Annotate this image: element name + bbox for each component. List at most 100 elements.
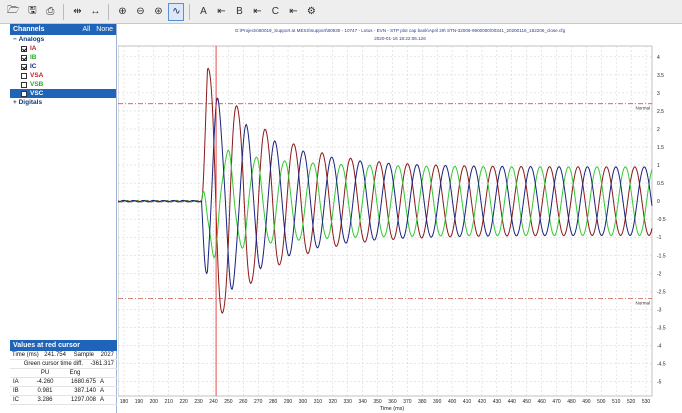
x-tick-label: 410 [463,399,472,405]
open-icon[interactable]: 🗁 [7,5,20,16]
cursor-icon[interactable]: ⇹ [73,6,82,17]
x-tick-label: 460 [537,399,546,405]
save-icon[interactable]: 🖫 [28,5,37,16]
print-icon[interactable]: ⎙ [46,6,55,17]
channel-checkbox[interactable] [21,72,27,79]
eng-header: Eng [69,370,81,376]
x-tick-label: 490 [582,399,591,405]
x-tick-label: 390 [433,399,442,405]
x-tick-label: 340 [358,399,367,405]
channel-item[interactable]: VSB [10,80,116,89]
channel-label: VSB [30,81,44,88]
zoom-in-icon[interactable]: ⊕ [118,6,127,17]
collapse-icon[interactable]: − [13,36,19,43]
x-tick-label: 530 [642,399,651,405]
expand-icon[interactable]: + [13,99,19,106]
value-row: IC 3.286 1297.008 A [10,396,117,405]
x-tick-label: 510 [612,399,621,405]
channel-label: IB [30,54,37,61]
y-tick-label: 3.5 [657,73,664,79]
select-none-button[interactable]: None [96,26,113,33]
unit: A [99,388,104,394]
cursor-b-button[interactable]: B [236,6,243,17]
x-tick-label: 190 [135,399,144,405]
y-tick-label: 0 [657,199,660,205]
x-tick-label: 260 [239,399,248,405]
series-group [118,67,653,314]
channel-checkbox[interactable] [21,45,27,52]
x-tick-label: 330 [344,399,353,405]
arrows-icon[interactable]: ↔ [90,6,101,17]
pu-header: PU [40,370,50,376]
eng-value: 1680.675 [70,379,96,385]
x-tick-label: 400 [448,399,457,405]
channel-checkbox[interactable] [21,90,27,97]
x-tick-label: 370 [403,399,412,405]
value-row: IA -4.260 1680.675 A [10,378,117,387]
x-tick-label: 280 [269,399,278,405]
channel-item[interactable]: IB [10,53,116,62]
x-tick-label: 210 [165,399,174,405]
analogs-label: Analogs [18,36,45,43]
cursor-a-button[interactable]: A [200,6,207,17]
y-tick-label: -5 [657,380,662,386]
x-tick-label: 200 [150,399,159,405]
y-tick-label: -0.5 [657,217,666,223]
channel-checkbox[interactable] [21,81,27,88]
x-tick-label: 520 [627,399,636,405]
x-tick-label: 180 [120,399,129,405]
channels-header: Channels All None [10,24,116,35]
x-tick-label: 420 [478,399,487,405]
sample-value: 2027 [100,352,114,358]
cursor-c-arrow-icon[interactable]: ⇤ [289,6,298,17]
eng-value: 387.140 [74,388,96,394]
channel-item[interactable]: VSC [10,89,116,98]
digitals-label: Digitals [18,99,43,106]
series-line-ic [118,97,653,290]
digitals-group[interactable]: + Digitals [10,98,116,107]
channel-checkbox[interactable] [21,54,27,61]
y-tick-label: -2.5 [657,289,666,295]
series-line-ib [118,149,653,259]
sample-label: Sample [73,352,94,358]
x-tick-label: 310 [314,399,323,405]
threshold-label: Normal [635,106,650,111]
x-tick-label: 380 [418,399,427,405]
zoom-out-icon[interactable]: ⊖ [136,6,145,17]
cursor-b-arrow-icon[interactable]: ⇤ [253,6,262,17]
zoom-fit-icon[interactable]: ⊛ [154,6,163,17]
channel-checkbox[interactable] [21,63,27,70]
x-tick-label: 470 [552,399,561,405]
x-tick-label: 270 [254,399,263,405]
diff-label: Green cursor time diff. [23,361,83,367]
x-tick-label: 290 [284,399,293,405]
unit: A [99,397,104,403]
y-tick-label: 2 [657,127,660,133]
chart-grid [118,45,653,397]
x-tick-label: 430 [493,399,502,405]
select-all-button[interactable]: All [82,26,91,33]
y-axis: 4 3.5 3 2.5 2 1.5 1 0.5 0 -0.5 -1 -1.5 -2 -2.5 -3 -3.5 -… [657,55,666,386]
settings-icon[interactable]: ⚙ [306,6,316,17]
x-axis-label: Time (ms) [380,406,405,412]
x-tick-label: 300 [299,399,308,405]
waveform-chart[interactable]: G:\Projects\80019_Support at MESS\suppor… [118,24,682,413]
analogs-group[interactable]: − Analogs [10,35,116,44]
channel-item[interactable]: IC [10,62,116,71]
channel-item[interactable]: IA [10,44,116,53]
waveform-icon[interactable]: ∿ [168,2,185,21]
chart-subtitle: 2020-01-16 18:22:06.126 [374,36,426,41]
channel-name: IB [13,388,19,394]
sidebar: Channels All None − Analogs IA IB IC VSA VSB… [10,24,117,413]
channel-list: IA IB IC VSA VSB VSC [10,44,116,98]
diff-row: Green cursor time diff. -361.317 [10,360,117,369]
values-panel: Values at red cursor Time (ms) 241.754 S… [10,340,117,405]
cursor-c-button[interactable]: C [271,6,280,17]
channel-label: VSA [30,72,44,79]
x-tick-label: 450 [523,399,532,405]
y-tick-label: -3 [657,307,662,313]
x-tick-label: 500 [597,399,606,405]
channel-item[interactable]: VSA [10,71,116,80]
cursor-a-arrow-icon[interactable]: ⇤ [217,6,226,17]
chart-title: G:\Projects\80019_Support at MESS\suppor… [235,28,566,33]
